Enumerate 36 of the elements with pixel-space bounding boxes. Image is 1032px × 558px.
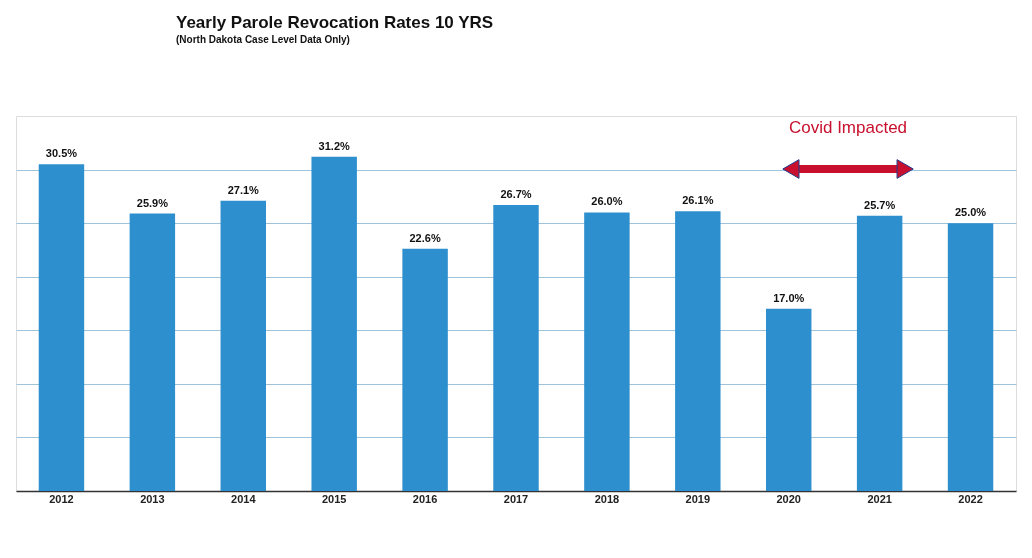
- x-tick-label: 2021: [867, 492, 892, 505]
- data-label: 17.0%: [773, 291, 805, 304]
- x-tick-label: 2017: [503, 492, 529, 505]
- data-label: 25.7%: [864, 198, 896, 211]
- x-tick-label: 2022: [958, 492, 983, 505]
- x-tick-label: 2013: [140, 492, 165, 505]
- bar: [220, 200, 266, 491]
- data-label: 26.1%: [682, 194, 714, 207]
- bar: [766, 308, 812, 491]
- x-tick-label: 2018: [594, 492, 620, 505]
- data-label: 25.0%: [954, 206, 987, 219]
- bar: [129, 213, 176, 491]
- chart-title: Yearly Parole Revocation Rates 10 YRS: [176, 13, 494, 32]
- x-tick-label: 2016: [412, 492, 438, 505]
- annotation: Covid Impacted: [788, 118, 908, 137]
- data-label: 22.6%: [409, 231, 441, 244]
- data-label: 31.2%: [318, 139, 350, 152]
- x-tick-label: 2014: [231, 492, 257, 505]
- x-tick-label: 2020: [776, 492, 801, 505]
- bar: [675, 211, 721, 491]
- data-label: 30.5%: [45, 147, 78, 160]
- x-tick-label: 2012: [49, 492, 74, 505]
- bar: [947, 223, 994, 491]
- bar: [311, 156, 357, 491]
- bar: [38, 164, 85, 491]
- data-label: 27.1%: [227, 183, 260, 196]
- x-tick-label: 2019: [685, 492, 711, 505]
- bar: [493, 204, 539, 491]
- bar: [402, 248, 448, 491]
- x-tick-label: 2015: [321, 492, 347, 505]
- bar: [584, 212, 630, 491]
- bar: [856, 215, 903, 491]
- data-label: 26.7%: [500, 187, 532, 200]
- data-label: 26.0%: [591, 195, 623, 208]
- chart-subtitle: (North Dakota Case Level Data Only): [176, 34, 350, 45]
- data-label: 25.9%: [136, 196, 169, 209]
